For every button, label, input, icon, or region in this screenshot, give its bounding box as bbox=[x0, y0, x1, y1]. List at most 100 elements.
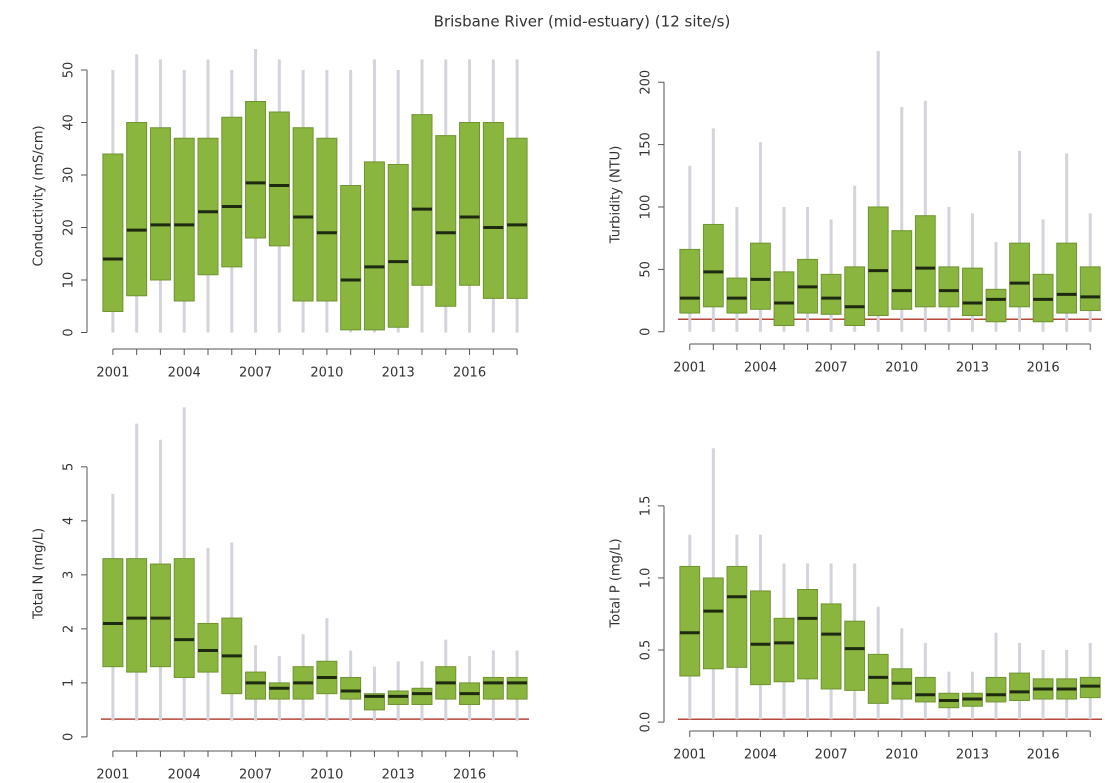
box bbox=[126, 558, 148, 673]
box bbox=[867, 206, 889, 317]
box bbox=[268, 682, 290, 700]
x-tick-label: 2016 bbox=[1027, 361, 1060, 376]
box bbox=[726, 277, 748, 314]
box bbox=[750, 590, 771, 686]
x-tick-label: 2001 bbox=[96, 768, 129, 783]
box bbox=[363, 161, 385, 331]
box bbox=[149, 127, 171, 281]
box bbox=[173, 558, 195, 678]
box bbox=[702, 223, 724, 308]
y-tick-label: 2 bbox=[62, 625, 77, 633]
box bbox=[985, 676, 1007, 703]
box bbox=[891, 230, 913, 310]
box bbox=[506, 676, 528, 700]
box bbox=[268, 111, 290, 247]
box bbox=[962, 267, 983, 317]
box bbox=[387, 164, 409, 328]
box bbox=[126, 122, 148, 297]
box bbox=[482, 122, 504, 299]
box bbox=[482, 676, 504, 700]
box bbox=[221, 116, 243, 268]
x-tick-label: 2007 bbox=[815, 361, 848, 376]
x-tick-label: 2007 bbox=[239, 366, 272, 381]
x-tick-label: 2016 bbox=[1027, 748, 1060, 763]
y-tick-label: 0.5 bbox=[639, 640, 654, 661]
box bbox=[773, 271, 795, 327]
y-tick-label: 100 bbox=[639, 195, 654, 220]
box bbox=[1009, 242, 1030, 308]
y-tick-label: 20 bbox=[62, 219, 77, 236]
x-tick-label: 2013 bbox=[382, 366, 415, 381]
x-tick-label: 2004 bbox=[744, 361, 777, 376]
box bbox=[820, 603, 842, 690]
x-tick-label: 2004 bbox=[744, 748, 777, 763]
box bbox=[797, 588, 818, 680]
box bbox=[679, 248, 701, 314]
box bbox=[1079, 266, 1101, 312]
y-tick-label: 3 bbox=[62, 571, 77, 579]
x-tick-label: 2001 bbox=[673, 748, 706, 763]
box bbox=[411, 687, 433, 705]
box bbox=[411, 114, 433, 286]
box bbox=[149, 563, 171, 668]
y-tick-label: 200 bbox=[639, 70, 654, 95]
box bbox=[679, 565, 701, 677]
x-tick-label: 2004 bbox=[168, 366, 201, 381]
y-tick-label: 0 bbox=[62, 733, 77, 741]
y-tick-label: 1.5 bbox=[639, 496, 654, 517]
y-tick-label: 150 bbox=[639, 132, 654, 157]
x-tick-label: 2007 bbox=[815, 748, 848, 763]
box bbox=[750, 242, 771, 310]
box bbox=[702, 577, 724, 670]
y-tick-label: 0 bbox=[639, 328, 654, 336]
box bbox=[1056, 242, 1078, 314]
x-tick-label: 2010 bbox=[310, 768, 343, 783]
box bbox=[340, 676, 362, 700]
y-tick-label: 5 bbox=[62, 463, 77, 471]
x-tick-label: 2016 bbox=[453, 366, 486, 381]
box bbox=[245, 101, 267, 239]
box bbox=[102, 153, 124, 312]
box bbox=[914, 215, 936, 308]
box bbox=[938, 266, 960, 308]
x-tick-label: 2013 bbox=[956, 361, 989, 376]
x-tick-label: 2013 bbox=[956, 748, 989, 763]
y-axis-label: Total P (mg/L) bbox=[609, 538, 624, 628]
y-tick-label: 1 bbox=[62, 679, 77, 687]
box bbox=[459, 122, 481, 286]
box bbox=[316, 137, 338, 302]
x-tick-label: 2010 bbox=[885, 748, 918, 763]
box bbox=[844, 620, 866, 691]
box bbox=[773, 617, 795, 683]
x-tick-label: 2001 bbox=[96, 366, 129, 381]
y-tick-label: 0.0 bbox=[639, 712, 654, 733]
x-tick-label: 2001 bbox=[673, 361, 706, 376]
box bbox=[1009, 672, 1030, 701]
box bbox=[245, 671, 267, 700]
box bbox=[173, 137, 195, 302]
box bbox=[197, 137, 219, 276]
box bbox=[820, 273, 842, 315]
x-tick-label: 2010 bbox=[310, 366, 343, 381]
y-tick-label: 30 bbox=[62, 167, 77, 184]
box bbox=[102, 558, 124, 668]
y-axis-label: Conductivity (mS/cm) bbox=[32, 125, 47, 266]
x-tick-label: 2007 bbox=[239, 768, 272, 783]
y-tick-label: 50 bbox=[62, 62, 77, 79]
y-tick-label: 0 bbox=[62, 328, 77, 336]
x-tick-label: 2010 bbox=[885, 361, 918, 376]
page-title: Brisbane River (mid-estuary) (12 site/s) bbox=[434, 13, 731, 31]
y-tick-label: 1.0 bbox=[639, 568, 654, 589]
box bbox=[844, 266, 866, 327]
box bbox=[435, 135, 457, 307]
box bbox=[726, 565, 748, 668]
x-tick-label: 2016 bbox=[453, 768, 486, 783]
y-axis-label: Total N (mg/L) bbox=[32, 528, 47, 620]
y-tick-label: 4 bbox=[62, 517, 77, 525]
box bbox=[985, 288, 1007, 323]
x-tick-label: 2004 bbox=[168, 768, 201, 783]
y-tick-label: 50 bbox=[639, 261, 654, 278]
y-axis-label: Turbidity (NTU) bbox=[609, 146, 624, 245]
y-tick-label: 10 bbox=[62, 272, 77, 289]
